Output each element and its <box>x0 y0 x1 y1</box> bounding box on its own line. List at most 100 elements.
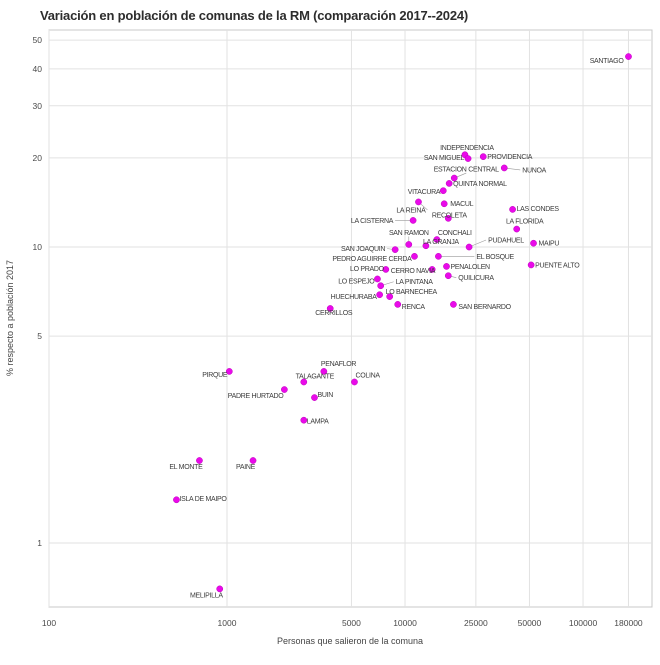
point-label: EL MONTE <box>169 464 203 471</box>
point-label: ISLA DE MAIPO <box>179 496 227 503</box>
x-tick-label: 100000 <box>569 618 598 628</box>
data-point <box>444 272 452 280</box>
point-label: BUIN <box>317 392 333 399</box>
point-label: LAS CONDES <box>517 206 560 213</box>
point-label: MACUL <box>450 201 473 208</box>
data-point <box>281 386 288 393</box>
point-label: PAINE <box>236 464 256 471</box>
data-point <box>320 368 328 375</box>
y-tick-label: 1 <box>37 538 42 548</box>
data-point <box>415 198 422 206</box>
data-point <box>386 293 394 300</box>
point-label: LA GRANJA <box>423 239 459 246</box>
x-tick-label: 5000 <box>342 618 361 628</box>
point-label: LAMPA <box>307 419 329 426</box>
data-point <box>450 174 458 182</box>
x-tick-label: 180000 <box>614 618 643 628</box>
point-label: EL BOSQUE <box>476 254 514 261</box>
x-axis-tick-labels: 100 1000 5000 10000 25000 50000 100000 180000 <box>42 618 643 628</box>
y-tick-label: 20 <box>33 153 43 163</box>
data-point <box>464 155 472 162</box>
point-label: NUNOA <box>522 167 546 174</box>
point-label: LA REINA <box>396 207 426 214</box>
x-tick-label: 1000 <box>218 618 237 628</box>
data-point <box>513 225 521 233</box>
data-points <box>173 53 632 593</box>
point-label: LO ESPEJO <box>338 278 375 285</box>
data-point <box>433 236 441 243</box>
data-point <box>173 496 180 504</box>
data-point <box>422 242 430 250</box>
data-point <box>225 368 233 375</box>
data-point <box>527 261 535 269</box>
data-point <box>444 214 452 222</box>
x-tick-label: 50000 <box>518 618 542 628</box>
point-label: PUENTE ALTO <box>535 262 580 269</box>
y-tick-label: 40 <box>33 64 43 74</box>
point-label: MELIPILLA <box>190 592 223 599</box>
y-axis-title: % respecto a población 2017 <box>5 260 15 376</box>
point-label: SAN RAMON <box>389 230 429 237</box>
data-point <box>377 282 385 290</box>
point-label: CERRO NAVIA <box>391 268 436 275</box>
point-label: CONCHALI <box>438 230 472 237</box>
point-label: HUECHURABA <box>331 294 378 301</box>
point-label: QUILICURA <box>458 275 494 282</box>
y-tick-label: 5 <box>37 331 42 341</box>
point-label: RENCA <box>402 304 426 311</box>
data-point <box>249 457 257 464</box>
point-label: INDEPENDENCIA <box>440 145 494 152</box>
data-point <box>450 301 457 308</box>
y-tick-label: 30 <box>33 101 43 111</box>
data-point <box>530 239 537 247</box>
y-tick-label: 50 <box>33 35 43 45</box>
data-point <box>440 200 448 208</box>
data-point <box>428 266 436 273</box>
x-tick-label: 25000 <box>464 618 488 628</box>
point-label: PUDAHUEL <box>488 237 524 244</box>
plot-panel <box>48 29 653 608</box>
data-point <box>374 275 381 283</box>
point-label: LA FLORIDA <box>506 218 544 225</box>
point-label: RECOLETA <box>432 213 467 220</box>
point-labels: SANTIAGO INDEPENDENCIA SAN MIGUEL PROVIDENC… <box>169 58 624 599</box>
point-label: CERRILLOS <box>315 310 353 317</box>
data-point <box>394 301 402 308</box>
data-point <box>300 416 308 424</box>
data-point <box>391 246 399 253</box>
data-point <box>479 153 487 160</box>
data-point <box>443 263 450 270</box>
data-point <box>411 253 418 260</box>
point-label: LO BARNECHEA <box>386 289 438 296</box>
data-point <box>465 243 473 251</box>
data-point <box>351 378 358 386</box>
point-label: VITACURA <box>408 189 441 196</box>
point-label: PIRQUE <box>202 372 228 379</box>
point-label: LA CISTERNA <box>351 218 394 225</box>
data-point <box>509 206 516 213</box>
data-point <box>439 187 447 195</box>
point-label: PROVIDENCIA <box>487 154 533 161</box>
data-point <box>326 305 334 312</box>
data-point <box>311 394 318 401</box>
point-label: COLINA <box>355 372 380 379</box>
point-label: SAN MIGUEL <box>424 155 465 162</box>
point-label: PENALOLEN <box>451 264 491 271</box>
point-label: PENAFLOR <box>321 361 357 368</box>
gridlines <box>48 30 652 607</box>
point-label: SAN BERNARDO <box>458 304 511 311</box>
data-point <box>409 217 417 224</box>
chart-title: Variación en población de comunas de la … <box>40 8 468 23</box>
point-label: LO PRADO <box>350 266 385 273</box>
y-axis-tick-labels: 50 40 30 20 10 5 1 <box>33 35 43 548</box>
y-tick-label: 10 <box>33 242 43 252</box>
panel-border <box>48 29 653 608</box>
data-point <box>500 164 508 172</box>
point-label: SANTIAGO <box>590 58 625 65</box>
x-tick-label: 10000 <box>393 618 417 628</box>
point-label: LA PINTANA <box>396 279 434 286</box>
data-point <box>625 53 632 60</box>
data-point <box>382 266 390 273</box>
